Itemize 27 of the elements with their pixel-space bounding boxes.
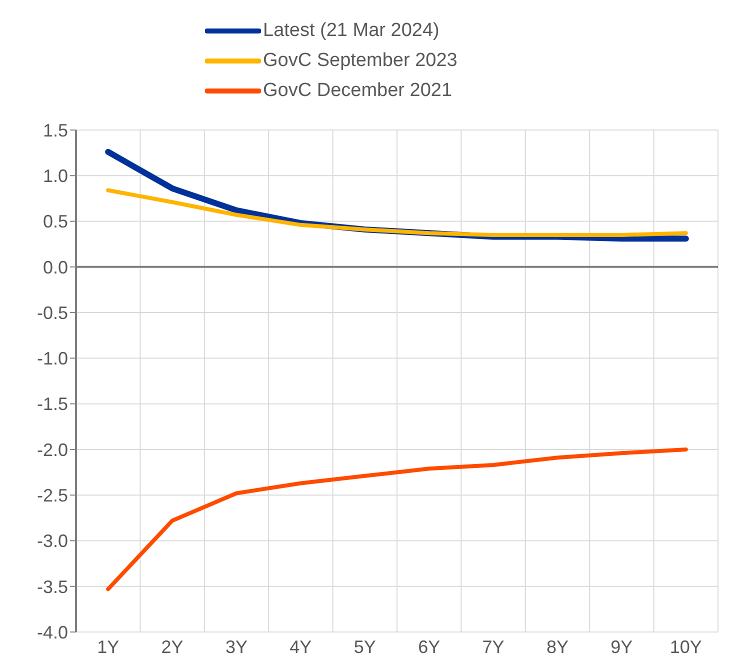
x-tick-label: 9Y <box>610 636 633 657</box>
x-tick-label: 1Y <box>97 636 120 657</box>
x-tick-label: 8Y <box>546 636 569 657</box>
legend-label: Latest (21 Mar 2024) <box>263 19 440 43</box>
x-tick-label: 2Y <box>161 636 184 657</box>
y-tick-label: 1.0 <box>42 166 68 186</box>
legend-label: GovC September 2023 <box>263 49 458 73</box>
legend-label: GovC December 2021 <box>263 79 452 103</box>
y-tick-label: 0.0 <box>42 257 68 278</box>
line-series <box>106 188 688 237</box>
y-tick-label: 1.5 <box>42 120 68 140</box>
y-tick-label: -4.0 <box>36 622 68 642</box>
y-tick-label: -0.5 <box>36 302 68 323</box>
x-tick-label: 4Y <box>290 636 312 657</box>
y-tick-label: -2.0 <box>36 440 68 460</box>
line-series <box>106 447 688 592</box>
y-tick-label: -1.5 <box>36 394 68 414</box>
y-tick-label: -1.0 <box>36 348 68 369</box>
x-tick-label: 6Y <box>418 636 440 657</box>
x-tick-label: 10Y <box>670 636 702 657</box>
y-tick-label: -3.5 <box>36 576 68 597</box>
x-tick-label: 3Y <box>225 636 248 657</box>
y-tick-label: 0.5 <box>42 212 68 232</box>
y-tick-label: -3.0 <box>36 531 68 552</box>
x-tick-label: 5Y <box>354 636 376 657</box>
x-tick-label: 7Y <box>482 636 504 657</box>
y-tick-label: -2.5 <box>36 485 68 506</box>
